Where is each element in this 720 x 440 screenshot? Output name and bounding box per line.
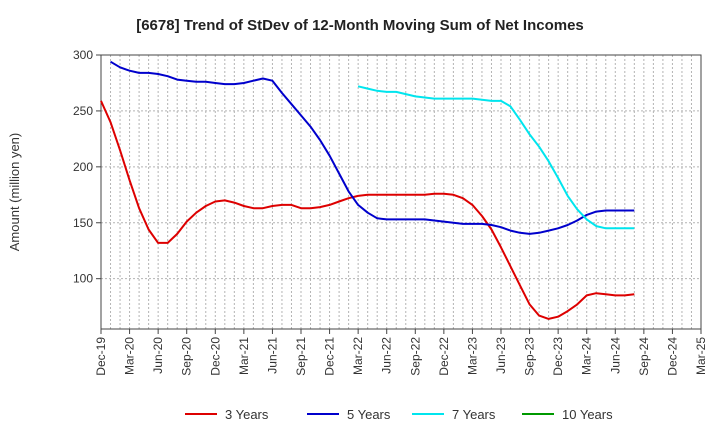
x-tick-label: Sep-24 [637,337,651,376]
x-tick-label: Mar-24 [580,337,594,375]
y-tick-label: 150 [73,216,93,230]
chart-title: [6678] Trend of StDev of 12-Month Moving… [136,17,584,34]
x-tick-label: Dec-24 [665,337,679,376]
series-lines [100,60,635,320]
x-tick-label: Jun-22 [380,337,394,374]
x-tick-label: Jun-24 [608,337,622,374]
grid [101,54,701,329]
x-tick-label: Mar-22 [351,337,365,375]
plot-area [100,54,702,330]
x-tick-label: Sep-21 [294,337,308,376]
legend-label: 10 Years [562,407,613,422]
legend-label: 5 Years [347,407,391,422]
x-tick-label: Jun-21 [265,337,279,374]
legend-label: 3 Years [225,407,269,422]
x-tick-label: Mar-23 [465,337,479,375]
x-tick-label: Dec-20 [208,337,222,376]
x-tick-label: Jun-23 [494,337,508,374]
series-line-5-years [109,60,635,235]
y-tick-label: 200 [73,160,93,174]
x-tick-label: Dec-19 [94,337,108,376]
series-line-7-years [357,85,635,230]
x-tick-label: Mar-20 [123,337,137,375]
x-tick-label: Mar-21 [237,337,251,375]
x-tick-label: Dec-21 [323,337,337,376]
x-tick-label: Dec-23 [551,337,565,376]
x-tick-label: Sep-23 [523,337,537,376]
series-line-3-years [100,100,635,320]
x-tick-label: Mar-25 [694,337,708,375]
x-tick-label: Sep-20 [180,337,194,376]
y-tick-label: 100 [73,272,93,286]
x-tick-label: Sep-22 [408,337,422,376]
legend-label: 7 Years [452,407,496,422]
x-tick-label: Dec-22 [437,337,451,376]
x-axis: Dec-19 Mar-20 Jun-20 Sep-20 Dec-20 Mar-21 Jun-… [94,329,708,376]
y-tick-label: 300 [73,48,93,62]
y-axis-label: Amount (million yen) [7,133,22,252]
legend: 3 Years 5 Years 7 Years 10 Years [185,407,613,422]
y-tick-label: 250 [73,104,93,118]
y-axis: 100 150 200 250 300 [73,48,101,286]
x-tick-label: Jun-20 [151,337,165,374]
